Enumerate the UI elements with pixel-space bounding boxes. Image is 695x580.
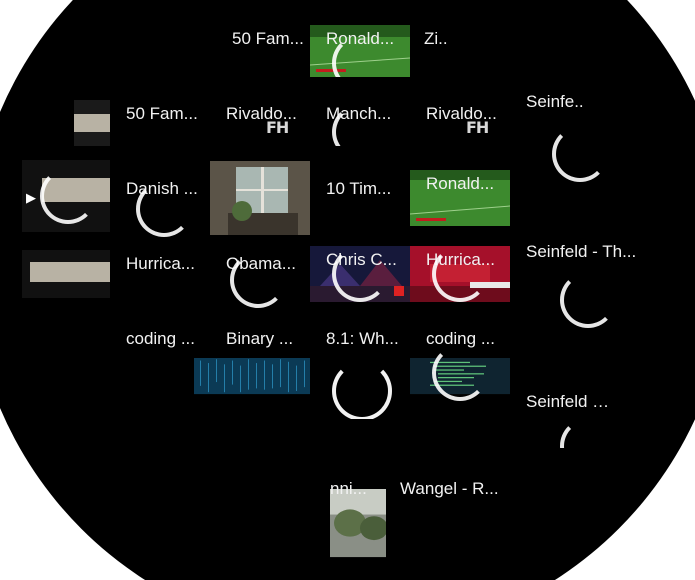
video-thumbnail (194, 358, 310, 395)
video-tile[interactable]: coding ... (110, 325, 210, 359)
video-title: nni... (330, 479, 367, 498)
video-tile[interactable]: 10 Tim... (310, 175, 410, 237)
video-title: Rivaldo... (226, 104, 297, 123)
video-title: Binary ... (226, 329, 294, 348)
video-title: 50 Fam... (232, 29, 304, 48)
loading-spinner-icon (432, 345, 488, 401)
video-title: Seinfeld - Th... (526, 242, 637, 261)
loading-spinner-icon (40, 168, 96, 224)
video-tile[interactable]: Seinfeld S0... (520, 388, 615, 448)
loading-spinner-icon (332, 361, 392, 419)
video-tile[interactable]: Manch... (310, 100, 410, 146)
video-title: 10 Tim... (326, 179, 392, 198)
video-tile[interactable]: Rivaldo... FH (210, 100, 310, 146)
video-tile[interactable]: Wangel - R... (386, 475, 510, 515)
loading-spinner-icon (332, 35, 388, 77)
loading-spinner-icon (560, 418, 615, 448)
video-tile[interactable] (22, 250, 110, 298)
video-tile[interactable]: Ronald... (410, 170, 510, 226)
video-tile[interactable]: nni... (330, 475, 386, 569)
video-title: Seinfeld S0... (526, 392, 615, 411)
video-title: Rivaldo... (426, 104, 497, 123)
video-title: Seinfe.. (526, 92, 584, 111)
video-tile[interactable]: Obama... (210, 250, 310, 310)
video-tile[interactable]: 50 Fam... (210, 25, 310, 77)
video-thumbnail (410, 170, 510, 226)
play-icon[interactable]: ▶ (26, 190, 36, 205)
video-tile[interactable]: Binary ... (194, 325, 310, 415)
video-tile[interactable]: ▶ (22, 160, 110, 232)
video-tile[interactable]: 8.1: Wh... (310, 325, 410, 419)
fh-logo-icon: FH (466, 118, 489, 137)
video-tile[interactable]: Hurrica... (410, 246, 510, 302)
video-tile[interactable]: Danish ... (110, 175, 210, 237)
loading-spinner-icon (332, 246, 388, 302)
video-tile[interactable]: Zi.. (410, 25, 470, 77)
video-tile[interactable]: Ronald... (310, 25, 410, 77)
video-title: Hurrica... (126, 254, 195, 273)
loading-spinner-icon (230, 252, 286, 308)
video-thumbnail (74, 100, 110, 146)
video-title: Ronald... (426, 174, 495, 193)
loading-spinner-icon (332, 104, 388, 146)
video-title: 8.1: Wh... (326, 329, 399, 348)
video-tile[interactable]: Seinfeld - Th... (520, 238, 640, 338)
loading-spinner-icon (560, 272, 616, 328)
video-thumbnail (22, 250, 110, 298)
video-tile[interactable] (74, 100, 110, 146)
video-title: 50 Fam... (126, 104, 198, 123)
loading-spinner-icon (432, 246, 488, 302)
video-tile[interactable]: Seinfe.. (520, 88, 610, 184)
loading-spinner-icon (552, 126, 608, 182)
video-tile[interactable]: 50 Fam... (110, 100, 210, 146)
video-tile[interactable]: Rivaldo... FH (410, 100, 510, 146)
video-thumbnail (210, 161, 310, 235)
fh-logo-icon: FH (266, 118, 289, 137)
video-tile[interactable]: coding ... (410, 325, 510, 415)
video-title: Zi.. (424, 29, 448, 48)
video-thumbnail (330, 489, 386, 558)
video-title: Wangel - R... (400, 479, 499, 498)
video-tile[interactable]: Chris C... (310, 246, 410, 302)
video-tile[interactable]: Hurrica... (110, 250, 210, 298)
loading-spinner-icon (136, 181, 192, 237)
video-tile[interactable] (210, 161, 310, 235)
